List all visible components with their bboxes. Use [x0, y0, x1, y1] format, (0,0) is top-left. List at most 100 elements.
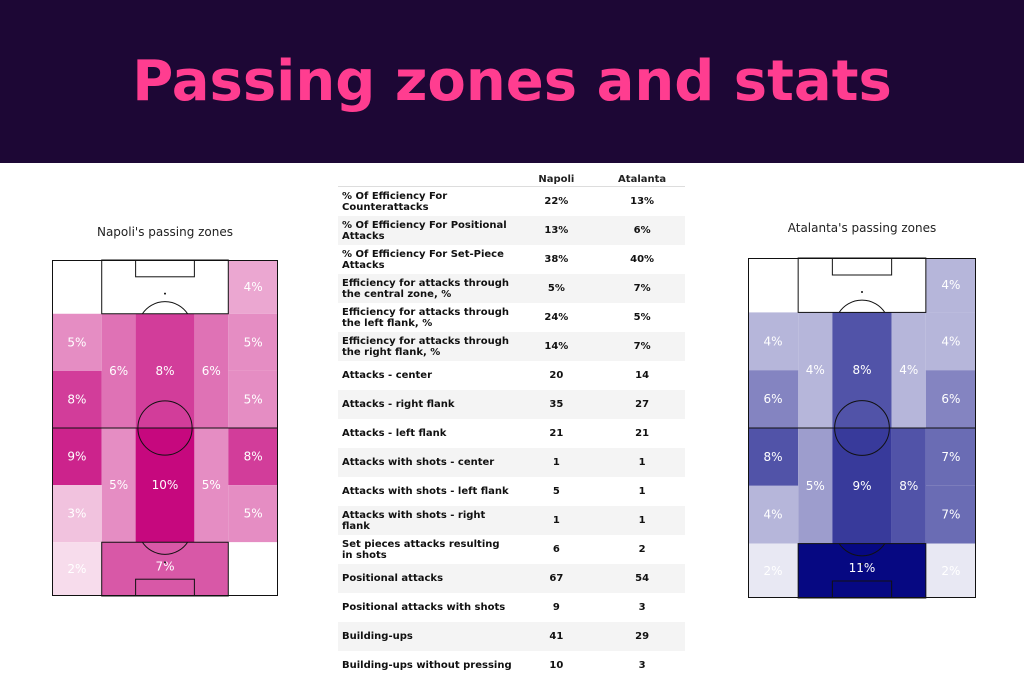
atalanta-zone-attacking-right-corner [925, 258, 976, 313]
table-row: % Of Efficiency For Positional Attacks 13… [338, 216, 685, 245]
table-row: % Of Efficiency For Set-Piece Attacks 38%… [338, 245, 685, 274]
table-row: Positional attacks 67 54 [338, 564, 685, 593]
metric-cell: % Of Efficiency For Set-Piece Attacks [342, 248, 504, 271]
napoli-zone-attacking-left-wide [52, 313, 102, 371]
metric-cell: Efficiency for attacks through the left … [342, 306, 509, 329]
atalanta-zone-label: 4% [806, 363, 825, 377]
napoli-zone-label: 6% [202, 364, 221, 378]
atalanta-zone-label: 6% [764, 392, 783, 406]
metric-cell: Attacks - right flank [338, 390, 514, 419]
napoli-zone-attacking-left-halfspace [101, 313, 136, 428]
napoli-value-cell: 41 [513, 622, 600, 651]
napoli-value-cell: 21 [549, 428, 564, 439]
napoli-value-cell: 1 [513, 506, 600, 535]
atalanta-value-cell: 1 [638, 486, 646, 497]
napoli-zone-attacking-box [101, 260, 229, 314]
napoli-value-cell: 5% [513, 274, 600, 303]
napoli-top-penalty-arc [141, 301, 189, 315]
napoli-passing-zones-heatmap: 4% 5% 6% 8% 6% 5% 8% 5% 9% 5% 10% 5% 8% 3% 5% 2% 7% [52, 259, 278, 597]
napoli-zone-label: 2% [67, 562, 86, 576]
atalanta-value-cell: 1 [599, 506, 685, 535]
napoli-zone-middle-left-wide [52, 370, 102, 428]
atalanta-zone-attacking-right-wide [925, 312, 976, 371]
napoli-top-penalty-spot [164, 292, 166, 295]
atalanta-zone-middle-left-wide [748, 370, 799, 428]
atalanta-value-cell: 7% [599, 274, 685, 303]
napoli-zone-defensive-left-wide [52, 428, 102, 486]
napoli-value-cell: 14% [513, 332, 600, 361]
atalanta-heatmap-title: Atalanta's passing zones [787, 221, 937, 235]
atalanta-top-penalty-spot [861, 291, 863, 293]
table-row: Attacks with shots - center 1 1 [338, 448, 685, 477]
atalanta-zone-label: 8% [764, 450, 783, 464]
napoli-zone-label: 5% [109, 478, 128, 492]
napoli-zone-own-box [101, 542, 229, 596]
atalanta-value-cell: 2 [638, 544, 646, 555]
napoli-zone-defensive-right-halfspace [194, 428, 229, 543]
atalanta-zone-defensive-left-wide [748, 428, 799, 486]
atalanta-top-goal-box [831, 257, 893, 276]
table-row: Attacks with shots - left flank 5 1 [338, 477, 685, 506]
atalanta-value-cell: 3 [638, 602, 646, 613]
napoli-zone-label: 8% [67, 392, 86, 406]
napoli-value-cell: 22% [544, 196, 569, 207]
napoli-value-cell: 10 [549, 660, 564, 671]
title-banner [0, 0, 1024, 163]
atalanta-value-cell: 14 [635, 370, 650, 381]
table-row: Positional attacks with shots 9 3 [338, 593, 685, 622]
atalanta-zone-label: 6% [941, 392, 960, 406]
table-row: Attacks with shots - right flank 1 1 [338, 506, 685, 535]
metric-cell: Building-ups [338, 622, 514, 651]
metric-cell: % Of Efficiency For Positional Attacks [338, 216, 514, 245]
atalanta-bottom-goal-box [831, 580, 893, 599]
atalanta-value-cell: 13% [630, 196, 655, 207]
metric-cell: Positional attacks with shots [342, 602, 506, 613]
atalanta-zone-attacking-left-corner [748, 258, 799, 313]
napoli-value-cell: 1 [513, 448, 600, 477]
napoli-value-cell: 24% [544, 312, 569, 323]
napoli-zone-deep-right-wide [228, 485, 278, 543]
atalanta-value-cell: 1 [599, 448, 685, 477]
napoli-zone-attacking-right-corner [228, 260, 278, 314]
atalanta-zone-defensive-left-halfspace [798, 428, 833, 544]
napoli-value-cell: 9 [552, 602, 560, 613]
table-row: Building-ups 41 29 [338, 622, 685, 651]
atalanta-value-cell: 54 [599, 564, 685, 593]
table-row: % Of Efficiency For Counterattacks 22% 13% [338, 187, 685, 217]
atalanta-zone-own-left-corner [748, 543, 799, 598]
metric-cell: % Of Efficiency For Counterattacks [342, 190, 448, 213]
atalanta-column-header: Atalanta [599, 172, 685, 187]
atalanta-zone-defensive-right-halfspace [891, 428, 926, 544]
metric-cell: Building-ups without pressing [342, 660, 512, 671]
atalanta-top-penalty-arc [838, 299, 886, 313]
napoli-zone-attacking-right-wide [228, 313, 278, 371]
atalanta-passing-zones-heatmap: 4% 4% 4% 8% 4% 4% 6% 6% 8% 5% 9% 8% 7% 4% 7% 2% 11% 2% [748, 257, 976, 599]
napoli-zone-label: 8% [155, 364, 174, 378]
atalanta-zone-attacking-left-halfspace [798, 312, 833, 428]
napoli-zone-defensive-right-wide [228, 428, 278, 486]
napoli-bottom-penalty-spot [164, 561, 166, 564]
table-row: Building-ups without pressing 10 3 [338, 651, 685, 680]
atalanta-zone-label: 9% [852, 479, 871, 493]
atalanta-zone-attacking-right-halfspace [891, 312, 926, 428]
napoli-bottom-penalty-arc [141, 541, 189, 555]
atalanta-zone-deep-right-wide [925, 485, 976, 544]
table-row: Attacks - right flank 35 27 [338, 390, 685, 419]
atalanta-zone-label: 2% [764, 564, 783, 578]
napoli-zone-attacking-right-halfspace [194, 313, 229, 428]
atalanta-zone-middle-right-wide [925, 370, 976, 428]
table-row: Attacks - center 20 14 [338, 361, 685, 390]
napoli-zone-label: 5% [67, 335, 86, 349]
atalanta-value-cell: 27 [599, 390, 685, 419]
napoli-zone-attacking-left-corner [52, 260, 102, 314]
atalanta-center-circle [834, 400, 890, 456]
metric-cell: Attacks - left flank [342, 428, 447, 439]
atalanta-value-cell: 7% [599, 332, 685, 361]
atalanta-zone-label: 5% [806, 479, 825, 493]
metric-cell: Attacks with shots - left flank [342, 486, 509, 497]
atalanta-value-cell: 5% [633, 312, 651, 323]
table-row: Efficiency for attacks through the left … [338, 303, 685, 332]
atalanta-zone-own-box [798, 543, 926, 598]
atalanta-value-cell: 6% [599, 216, 685, 245]
napoli-zone-label: 5% [244, 335, 263, 349]
